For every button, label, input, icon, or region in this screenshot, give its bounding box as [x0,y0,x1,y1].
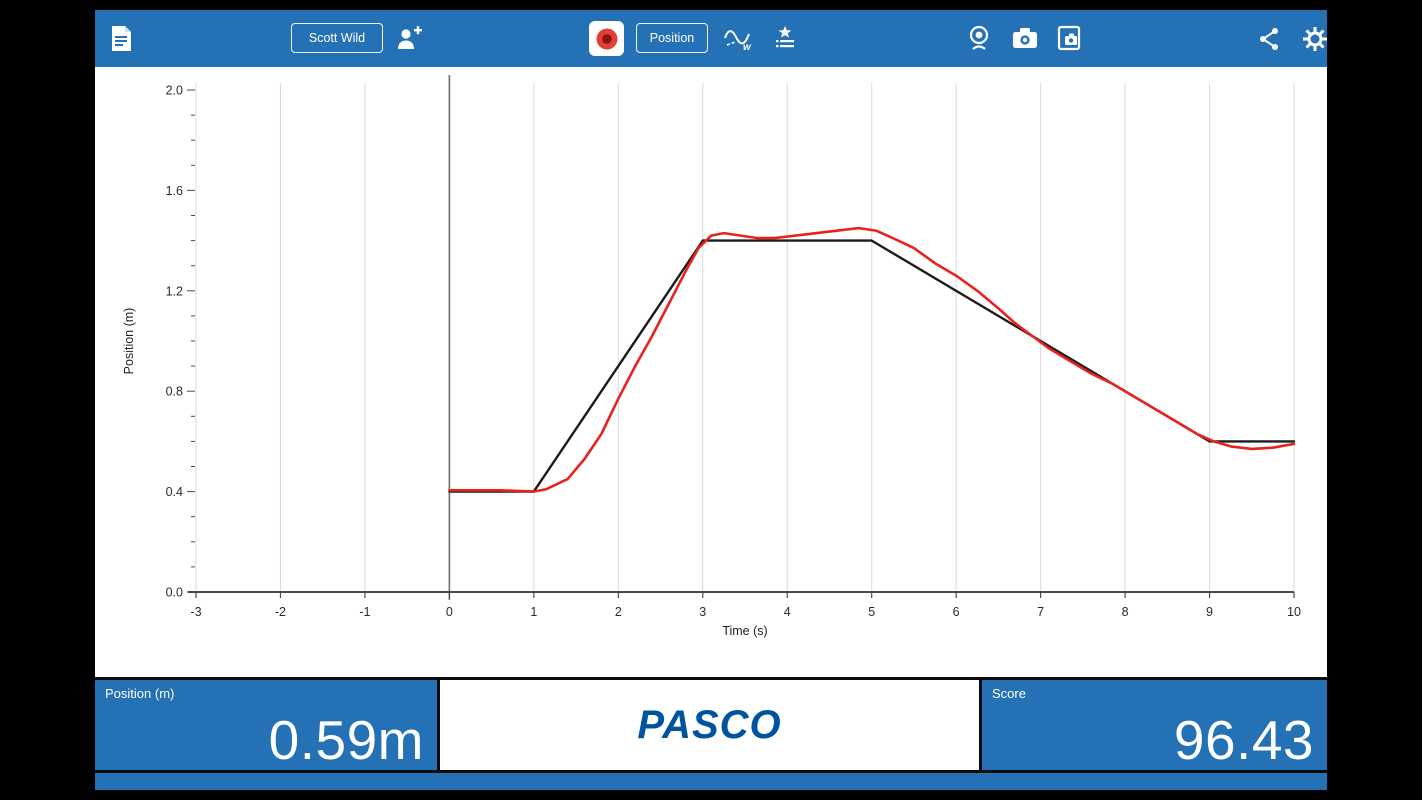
match-settings-icon[interactable]: w [723,25,753,52]
x-tick-label: 0 [446,605,453,619]
brand-panel: PASCO [440,680,979,770]
journal-icon[interactable] [109,25,133,52]
settings-gear-icon[interactable] [1301,25,1329,53]
y-tick-label: 1.6 [166,184,183,198]
add-user-icon[interactable] [395,25,423,51]
webcam-icon[interactable] [965,24,993,52]
score-readout-value: 96.43 [1173,709,1314,771]
y-tick-label: 1.2 [166,284,183,298]
y-tick-label: 0.0 [166,586,183,600]
x-axis-title: Time (s) [722,624,767,638]
x-tick-label: -3 [190,605,201,619]
match-graph-app: Scott Wild Position [95,10,1327,790]
x-tick-label: -2 [275,605,286,619]
top-toolbar: Scott Wild Position [95,10,1327,67]
bottom-strip [95,773,1327,790]
score-readout-panel: Score 96.43 [982,680,1327,770]
camera-icon[interactable] [1011,26,1039,50]
x-tick-label: 7 [1037,605,1044,619]
footer-readouts: Position (m) 0.59m PASCO Score 96.43 [95,677,1327,790]
y-axis-title: Position (m) [122,308,136,375]
score-readout-label: Score [992,686,1026,701]
y-tick-label: 0.8 [166,385,183,399]
x-tick-label: 6 [953,605,960,619]
x-tick-label: 8 [1122,605,1129,619]
position-readout-label: Position (m) [105,686,175,701]
y-tick-label: 2.0 [166,84,183,98]
x-tick-label: 10 [1287,605,1301,619]
user-button[interactable]: Scott Wild [291,23,383,53]
graph-canvas: -3 -2 -1 0 1 2 3 4 5 6 7 8 9 10 0.0 0.4 0.8 1.2 1.6 2.0 Time… [122,75,1301,638]
x-tick-label: 9 [1206,605,1213,619]
x-tick-label: -1 [359,605,370,619]
run-list-icon[interactable] [773,25,799,52]
position-readout-value: 0.59m [268,709,424,771]
x-tick-label: 5 [868,605,875,619]
share-icon[interactable] [1257,26,1281,52]
screenshot-icon[interactable] [1057,25,1084,51]
recorded-position-line [448,226,1296,493]
x-tick-label: 2 [615,605,622,619]
x-tick-label: 4 [784,605,791,619]
x-tick-label: 3 [699,605,706,619]
y-tick-label: 0.4 [166,485,183,499]
position-time-graph: -3 -2 -1 0 1 2 3 4 5 6 7 8 9 10 0.0 0.4 0.8 1.2 1.6 2.0 Time… [95,67,1327,677]
record-button[interactable] [589,21,624,56]
x-tick-label: 1 [530,605,537,619]
sensor-select-button[interactable]: Position [636,23,708,53]
svg-text:w: w [743,42,752,52]
position-readout-panel: Position (m) 0.59m [95,680,437,770]
pasco-logo: PASCO [637,702,782,747]
